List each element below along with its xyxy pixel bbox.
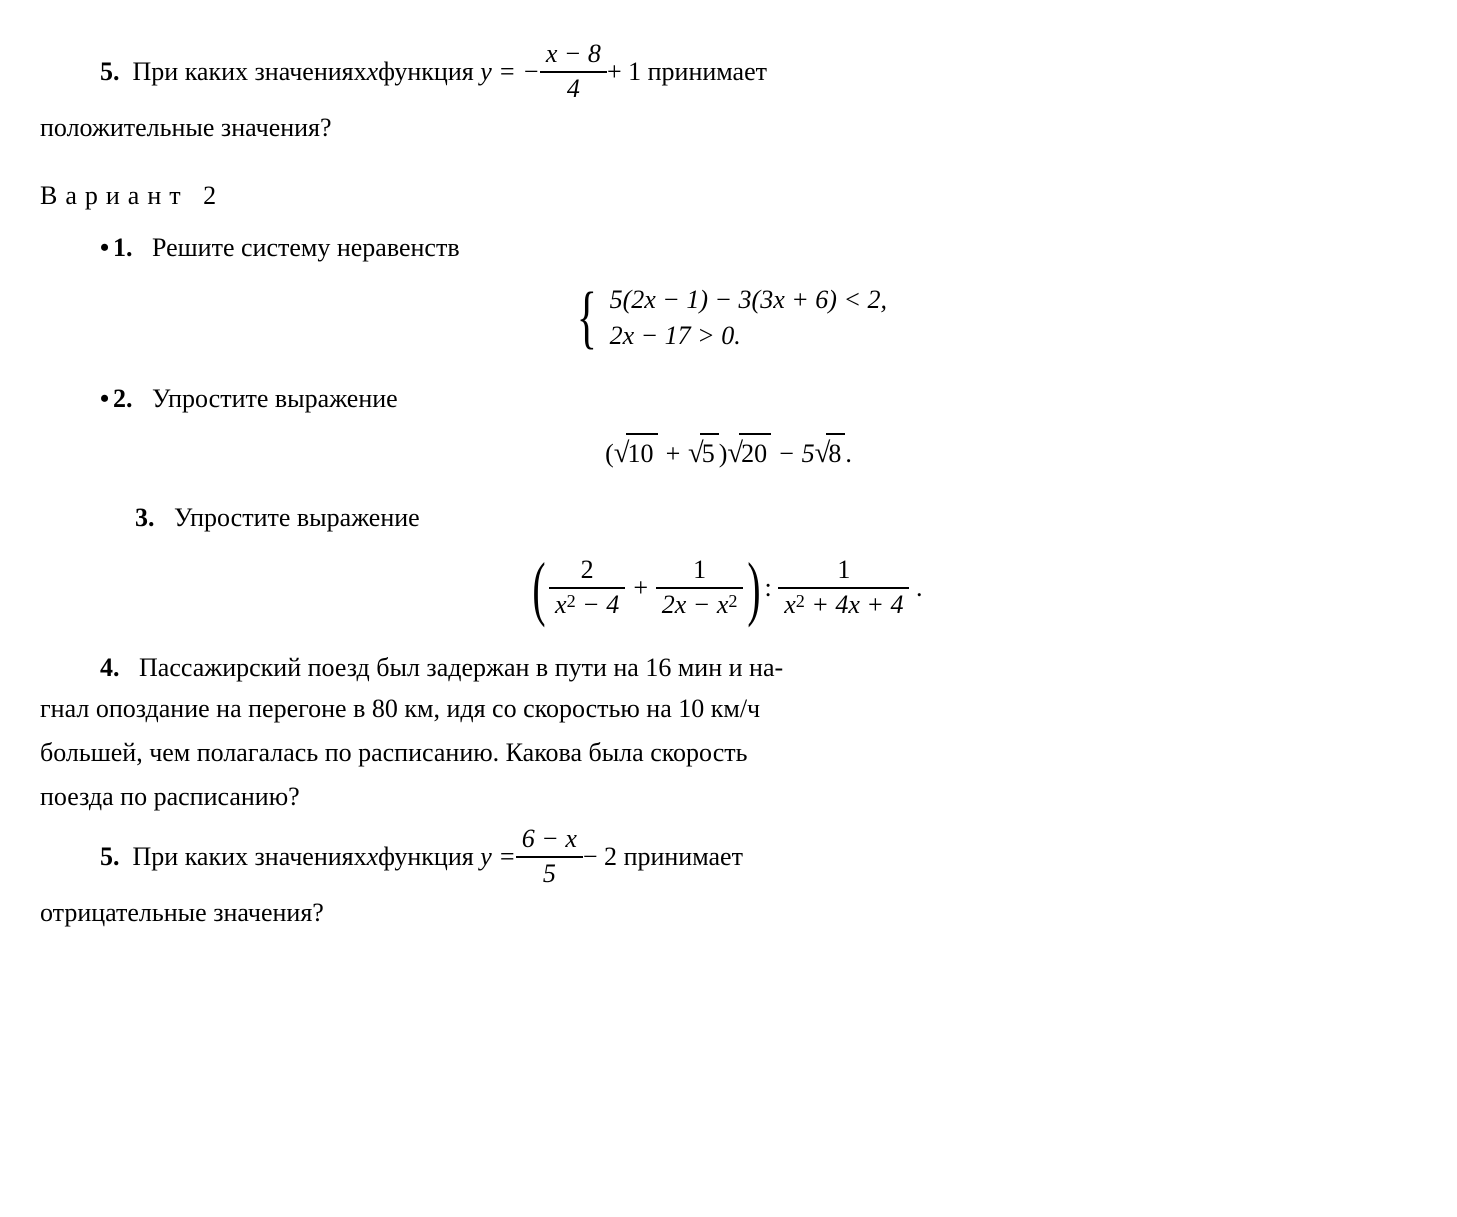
p1-sys-line2: 2x − 17 > 0. bbox=[610, 318, 887, 354]
p4-text-l3: большей, чем полагалась по расписанию. К… bbox=[40, 734, 1417, 772]
p3-colon: : bbox=[764, 573, 778, 602]
p2-plus1: + bbox=[658, 439, 689, 468]
problem-5-top: 5. При каких значениях x функция y = − x… bbox=[40, 38, 1417, 147]
sqrt-5: √5 bbox=[688, 433, 719, 474]
p2-line: •2. Упростите выражение bbox=[40, 380, 1417, 418]
p3-f1-den-x: x bbox=[555, 590, 567, 619]
p3-f3-den: x2 + 4x + 4 bbox=[778, 589, 909, 622]
p5top-var: x bbox=[367, 53, 379, 91]
p5-lhs: y = bbox=[480, 838, 516, 876]
p5-mid: функция bbox=[378, 838, 474, 876]
p5top-frac-den: 4 bbox=[540, 73, 607, 106]
p5-frac: 6 − x 5 bbox=[516, 823, 583, 890]
p2-text: Упростите выражение bbox=[152, 384, 398, 413]
p1-text: Решите систему неравенств bbox=[152, 233, 460, 262]
r8: 8 bbox=[826, 433, 845, 473]
p5top-mid: функция bbox=[378, 53, 474, 91]
p3-number: 3. bbox=[135, 503, 155, 532]
p3-f1-den-rest: − 4 bbox=[576, 590, 620, 619]
p3-frac3: 1 x2 + 4x + 4 bbox=[778, 554, 909, 621]
p5top-after: + 1 bbox=[607, 53, 641, 91]
p1-bullet: • bbox=[100, 229, 113, 267]
brace-icon: { bbox=[577, 283, 597, 353]
p5top-frac: x − 8 4 bbox=[540, 38, 607, 105]
p4-text-l1: Пассажирский поезд был задержан в пути н… bbox=[139, 653, 783, 682]
p5top-lead: При каких значениях bbox=[133, 53, 367, 91]
r5: 5 bbox=[700, 433, 719, 473]
p4-number: 4. bbox=[100, 653, 120, 682]
p5-line1: 5. При каких значениях x функция y = 6 −… bbox=[40, 823, 1417, 890]
p3-f2-den-a: 2x − x bbox=[662, 590, 729, 619]
p5top-line1: 5. При каких значениях x функция y = − x… bbox=[40, 38, 1417, 105]
p4-text-l2: гнал опоздание на перегоне в 80 км, идя … bbox=[40, 690, 1417, 728]
p3-f2-den: 2x − x2 bbox=[656, 589, 744, 622]
problem-4: 4. Пассажирский поезд был задержан в пут… bbox=[40, 649, 1417, 816]
problem-2: •2. Упростите выражение (√10 + √5)√20 − … bbox=[40, 380, 1417, 474]
p5top-number: 5. bbox=[100, 53, 120, 91]
p5-line2: отрицательные значения? bbox=[40, 894, 1417, 932]
p2-close: ) bbox=[719, 439, 728, 468]
p5top-line2: положительные значения? bbox=[40, 109, 1417, 147]
p3-f1-num: 2 bbox=[549, 554, 625, 589]
p5-after: − 2 bbox=[583, 838, 617, 876]
sqrt-8: √8 bbox=[815, 433, 846, 474]
p1-number: 1. bbox=[113, 233, 133, 262]
rparen-icon: ) bbox=[747, 552, 760, 624]
r20: 20 bbox=[739, 433, 771, 473]
sup2-c: 2 bbox=[796, 591, 805, 611]
p3-dot: . bbox=[916, 573, 923, 602]
p2-bullet: • bbox=[100, 380, 113, 418]
p5-frac-den: 5 bbox=[516, 858, 583, 891]
p5-var: x bbox=[367, 838, 379, 876]
p5-frac-num: 6 − x bbox=[516, 823, 583, 858]
p1-line: •1. Решите систему неравенств bbox=[40, 229, 1417, 267]
p3-text: Упростите выражение bbox=[174, 503, 420, 532]
p2-dot: . bbox=[845, 439, 852, 468]
p5-number: 5. bbox=[100, 838, 120, 876]
sqrt-20: √20 bbox=[727, 433, 771, 474]
lparen-icon: ( bbox=[532, 552, 545, 624]
p3-plus: + bbox=[632, 573, 656, 602]
sup2-b: 2 bbox=[728, 591, 737, 611]
p1-sys-line1: 5(2x − 1) − 3(3x + 6) < 2, bbox=[610, 282, 887, 318]
p5top-frac-num: x − 8 bbox=[540, 38, 607, 73]
p3-line: 3. Упростите выражение bbox=[40, 499, 1417, 537]
sup2-a: 2 bbox=[567, 591, 576, 611]
sqrt-10: √10 bbox=[614, 433, 658, 474]
p3-f3-den-x: x bbox=[784, 590, 796, 619]
p3-f1-den: x2 − 4 bbox=[549, 589, 625, 622]
p2-minus5: − 5 bbox=[771, 439, 815, 468]
p3-f3-num: 1 bbox=[778, 554, 909, 589]
p4-text-l4: поезда по расписанию? bbox=[40, 778, 1417, 816]
p5top-lhs: y = − bbox=[480, 53, 540, 91]
r10: 10 bbox=[626, 433, 658, 473]
problem-1: •1. Решите систему неравенств { 5(2x − 1… bbox=[40, 229, 1417, 354]
p3-frac1: 2 x2 − 4 bbox=[549, 554, 625, 621]
p2-open: ( bbox=[605, 439, 614, 468]
p5top-tail: принимает bbox=[648, 53, 767, 91]
problem-5: 5. При каких значениях x функция y = 6 −… bbox=[40, 823, 1417, 932]
p2-number: 2. bbox=[113, 384, 133, 413]
p3-expr: ( 2 x2 − 4 + 1 2x − x2 ) : 1 x2 + 4x + 4… bbox=[40, 552, 1417, 624]
p5-lead: При каких значениях bbox=[133, 838, 367, 876]
variant-title: Вариант 2 bbox=[40, 177, 1417, 215]
p4-line1: 4. Пассажирский поезд был задержан в пут… bbox=[40, 649, 1417, 687]
p3-frac2: 1 2x − x2 bbox=[656, 554, 744, 621]
p2-expr: (√10 + √5)√20 − 5√8. bbox=[40, 433, 1417, 474]
p3-f2-num: 1 bbox=[656, 554, 744, 589]
p3-f3-den-rest: + 4x + 4 bbox=[805, 590, 904, 619]
p1-system: { 5(2x − 1) − 3(3x + 6) < 2, 2x − 17 > 0… bbox=[40, 282, 1417, 355]
p5-tail: принимает bbox=[624, 838, 743, 876]
problem-3: 3. Упростите выражение ( 2 x2 − 4 + 1 2x… bbox=[40, 499, 1417, 624]
